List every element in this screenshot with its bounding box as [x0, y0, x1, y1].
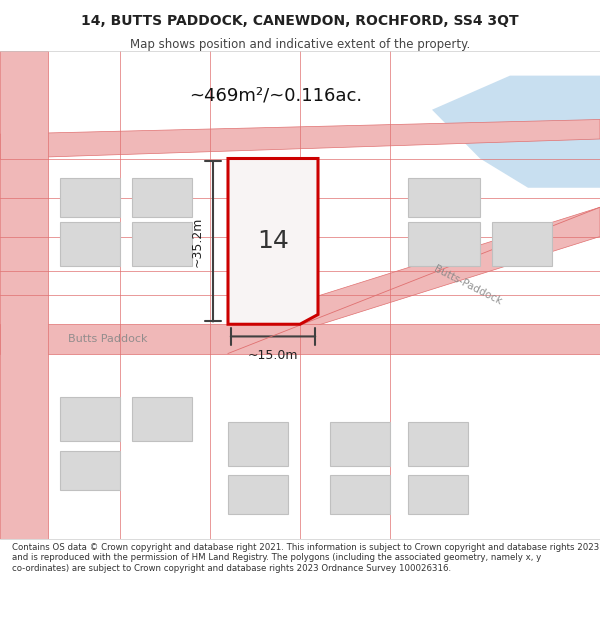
Text: ~469m²/~0.116ac.: ~469m²/~0.116ac. [190, 86, 362, 104]
Text: Butts-Paddock: Butts-Paddock [433, 264, 503, 307]
Bar [60, 451, 120, 490]
Polygon shape [0, 324, 600, 354]
Bar [492, 222, 552, 266]
Bar [330, 422, 390, 466]
Text: ~15.0m: ~15.0m [248, 349, 298, 362]
Bar [408, 422, 468, 466]
Polygon shape [228, 208, 600, 354]
Polygon shape [432, 76, 600, 188]
Polygon shape [0, 51, 48, 539]
Bar [60, 222, 120, 266]
Polygon shape [0, 119, 600, 159]
Bar [60, 178, 120, 217]
Text: 14: 14 [257, 229, 289, 253]
Polygon shape [228, 159, 318, 324]
Bar [228, 476, 288, 514]
Text: ~35.2m: ~35.2m [191, 216, 204, 266]
Bar [132, 398, 192, 441]
Bar [132, 178, 192, 217]
Bar [228, 422, 288, 466]
Bar [408, 178, 480, 217]
Text: Butts Paddock: Butts Paddock [68, 334, 148, 344]
Text: Contains OS data © Crown copyright and database right 2021. This information is : Contains OS data © Crown copyright and d… [12, 543, 599, 573]
Text: Map shows position and indicative extent of the property.: Map shows position and indicative extent… [130, 39, 470, 51]
Bar [408, 476, 468, 514]
Text: 14, BUTTS PADDOCK, CANEWDON, ROCHFORD, SS4 3QT: 14, BUTTS PADDOCK, CANEWDON, ROCHFORD, S… [81, 14, 519, 28]
Bar [60, 398, 120, 441]
Bar [330, 476, 390, 514]
Bar [132, 222, 192, 266]
Bar [408, 222, 480, 266]
